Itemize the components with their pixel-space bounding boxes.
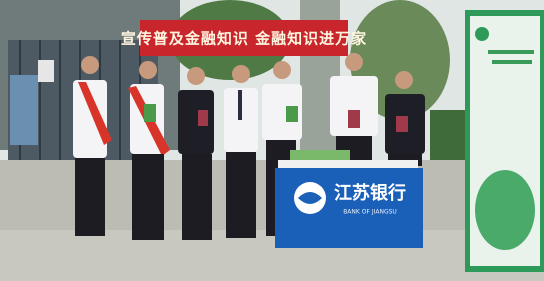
standee-line bbox=[492, 60, 532, 64]
standee-line bbox=[488, 50, 534, 54]
hedge bbox=[430, 110, 470, 160]
person bbox=[178, 67, 214, 240]
door-panel bbox=[10, 75, 38, 145]
photo: 宣传普及金融知识 金融知识进万家 江苏银行 B bbox=[0, 0, 544, 281]
sign bbox=[38, 60, 54, 82]
pavement-front bbox=[0, 230, 544, 281]
bank-name-en: BANK OF JIANGSU bbox=[343, 209, 397, 216]
standee-logo bbox=[475, 27, 489, 41]
standee-art bbox=[475, 170, 535, 250]
banner-text: 宣传普及金融知识 金融知识进万家 bbox=[121, 30, 367, 48]
bank-name: 江苏银行 bbox=[334, 182, 406, 204]
page: {"banner": {"text": "宣传普及金融知识 金融知识进万家"},… bbox=[0, 0, 544, 281]
person bbox=[128, 61, 170, 240]
person bbox=[224, 65, 258, 238]
brochures bbox=[290, 150, 350, 160]
